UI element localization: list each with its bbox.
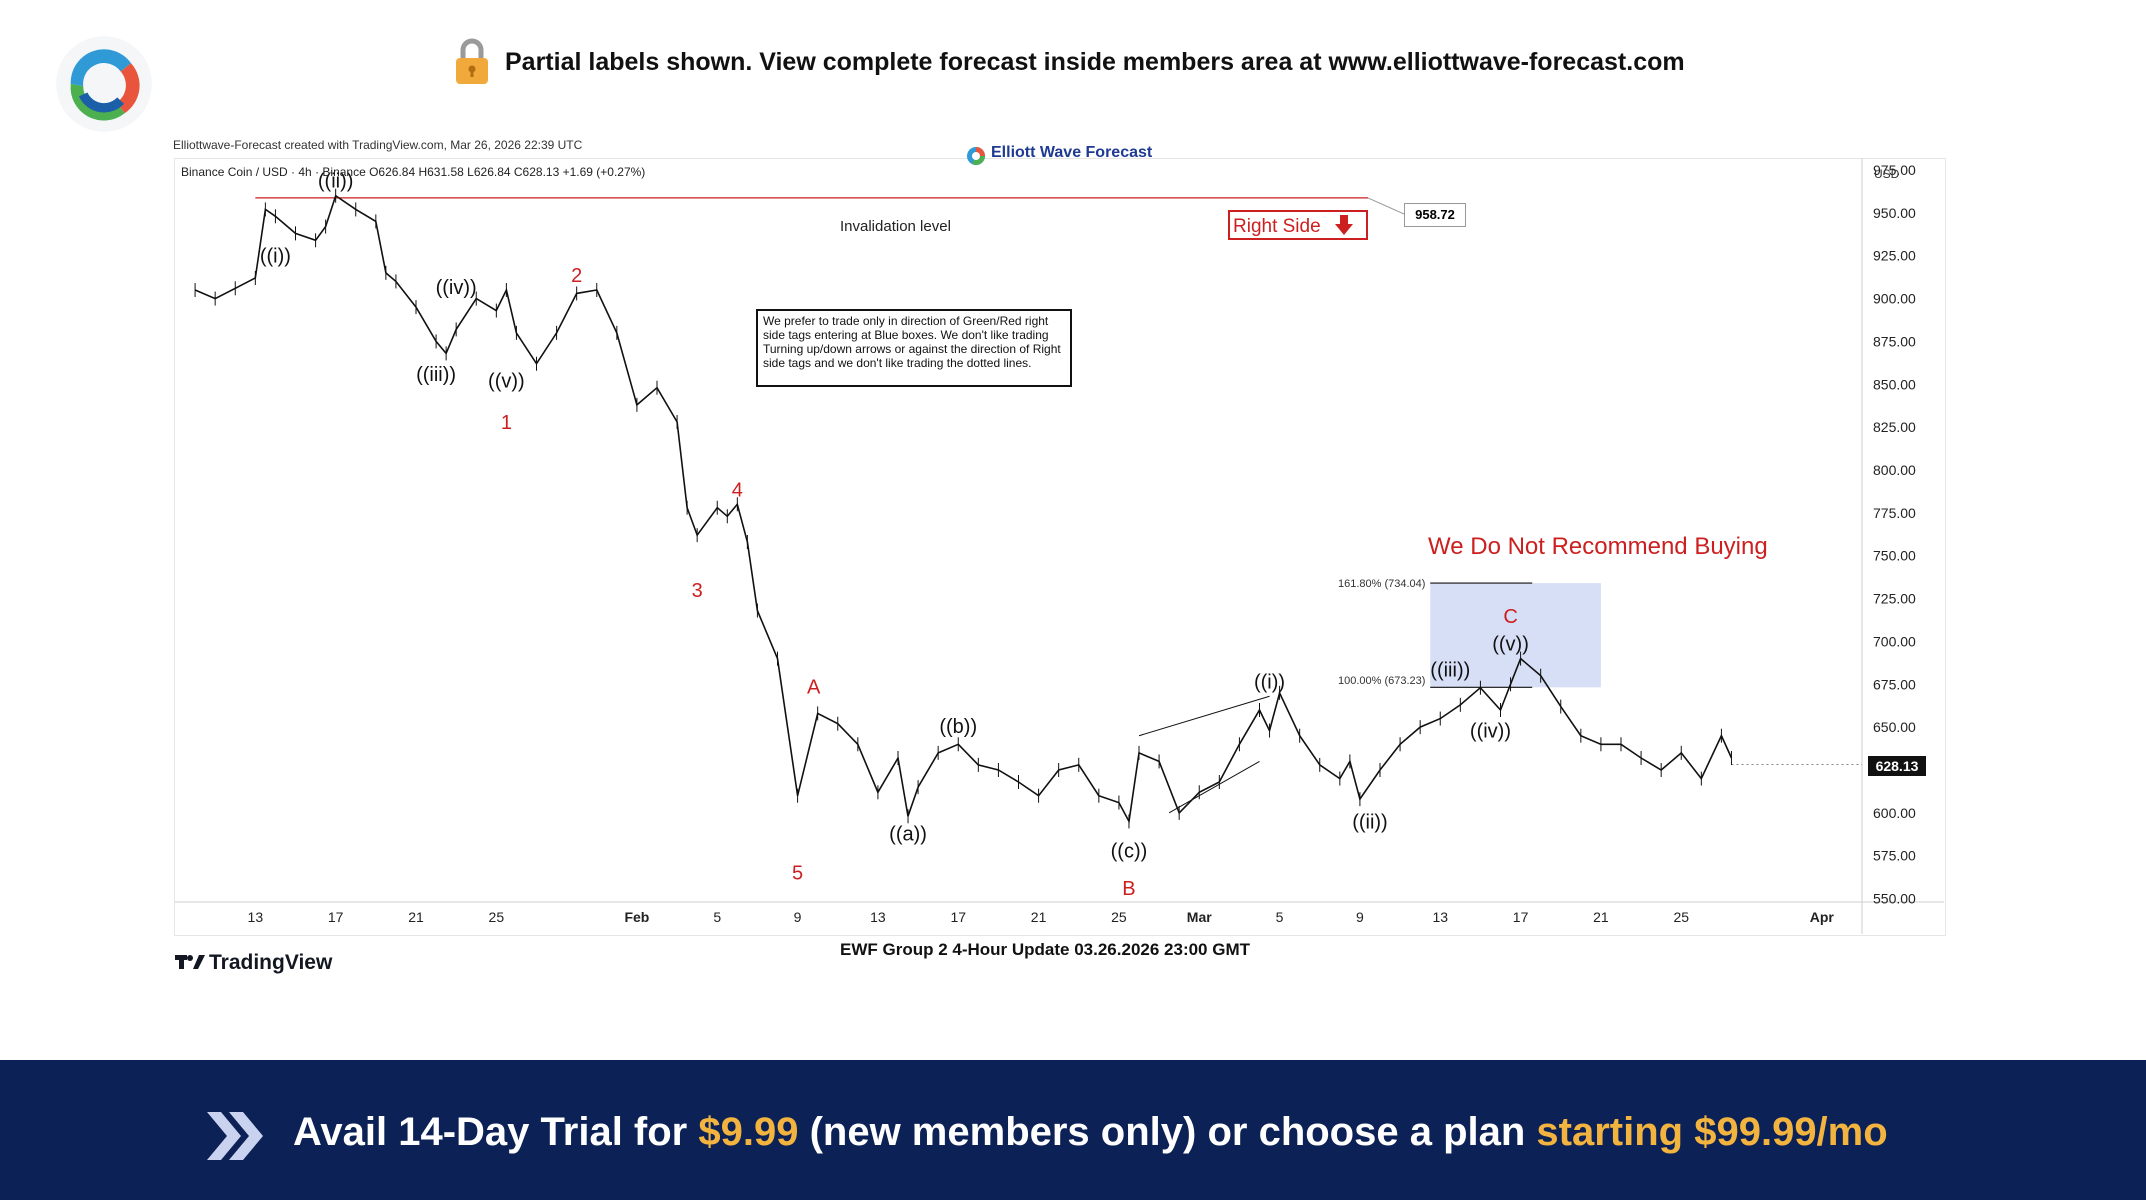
wave-label: B — [1122, 878, 1135, 900]
y-tick-label: 725.00 — [1873, 591, 1916, 607]
wave-label: ((ii)) — [1352, 811, 1388, 833]
y-tick-label: 875.00 — [1873, 333, 1916, 349]
double-chevron-right-icon — [207, 1112, 263, 1160]
wave-label: ((iv)) — [1470, 720, 1511, 742]
x-tick-label: 5 — [1276, 909, 1284, 925]
wave-label: ((c)) — [1111, 840, 1148, 862]
promo-prefix: Avail 14-Day Trial for — [293, 1110, 699, 1154]
current-price-tag: 628.13 — [1868, 756, 1926, 776]
symbol-line: Binance Coin / USD · 4h · Binance O626.8… — [181, 165, 646, 179]
right-side-text: Right Side — [1233, 216, 1321, 237]
no-buy-warning: We Do Not Recommend Buying — [1428, 533, 1768, 560]
y-tick-label: 975.00 — [1873, 162, 1916, 178]
x-tick-label: 13 — [1432, 909, 1448, 925]
wave-label: ((b)) — [939, 716, 977, 738]
wave-label: ((i)) — [260, 246, 291, 268]
invalidation-label: Invalidation level — [840, 218, 951, 235]
ewf-watermark-icon — [967, 147, 985, 165]
y-tick-label: 900.00 — [1873, 291, 1916, 307]
x-tick-label: 13 — [248, 909, 264, 925]
fib-161-label: 161.80% (734.04) — [1338, 578, 1426, 590]
wave-label: 1 — [501, 412, 512, 434]
y-tick-label: 675.00 — [1873, 676, 1916, 692]
wave-label: ((iii)) — [416, 364, 456, 386]
x-tick-label: 17 — [328, 909, 344, 925]
y-tick-label: 550.00 — [1873, 891, 1916, 907]
promo-middle: (new members only) or choose a plan — [798, 1110, 1537, 1154]
y-tick-label: 750.00 — [1873, 548, 1916, 564]
wave-label: ((v)) — [1492, 634, 1529, 656]
arrow-down-icon — [1334, 215, 1353, 235]
x-tick-label: 9 — [1356, 909, 1364, 925]
chart-axes: 975.00 950.00 925.00 900.00 875.00 850.00 825.… — [175, 158, 1944, 934]
wave-label: 3 — [692, 580, 703, 602]
fib-100-label: 100.00% (673.23) — [1338, 675, 1426, 687]
invalidation-price-tag: 958.72 — [1404, 203, 1466, 227]
y-tick-label: 575.00 — [1873, 848, 1916, 864]
wedge-lower-line — [1168, 760, 1260, 814]
promo-plan-price: starting $99.99/mo — [1536, 1110, 1888, 1154]
price-series — [194, 188, 1862, 829]
wave-label: 5 — [792, 863, 803, 885]
y-tick-label: 700.00 — [1873, 633, 1916, 649]
right-side-label: Right Side — [1233, 214, 1354, 238]
lock-icon — [456, 38, 488, 84]
x-tick-label: 25 — [1111, 909, 1127, 925]
y-tick-label: 775.00 — [1873, 505, 1916, 521]
invalidation-connector — [1367, 197, 1405, 215]
tradingview-logo: TradingView — [175, 951, 332, 975]
x-tick-label: 5 — [713, 909, 721, 925]
x-tick-label: Feb — [624, 909, 649, 925]
wave-label: C — [1503, 606, 1517, 628]
y-tick-label: 850.00 — [1873, 376, 1916, 392]
wave-label: ((a)) — [889, 823, 927, 845]
wave-label: ((ii)) — [318, 171, 354, 193]
trading-note: We prefer to trade only in direction of … — [756, 309, 1072, 387]
wave-label: ((i)) — [1254, 671, 1285, 693]
x-tick-label: 13 — [870, 909, 886, 925]
wedge-upper-line — [1138, 695, 1270, 737]
x-tick-label: 17 — [1513, 909, 1529, 925]
promo-text[interactable]: Avail 14-Day Trial for $9.99 (new member… — [293, 1110, 1888, 1155]
chart-footer-title: EWF Group 2 4-Hour Update 03.26.2026 23:… — [840, 940, 1251, 959]
x-tick-label: 25 — [1673, 909, 1689, 925]
x-tick-label: 21 — [1031, 909, 1047, 925]
promo-trial-price: $9.99 — [698, 1110, 799, 1154]
x-tick-label: Apr — [1810, 909, 1835, 925]
ewf-watermark: Elliott Wave Forecast — [991, 144, 1153, 161]
banner-text: Partial labels shown. View complete fore… — [505, 48, 1685, 76]
currency-label: USD — [1874, 167, 1900, 181]
y-tick-label: 825.00 — [1873, 419, 1916, 435]
y-tick-label: 600.00 — [1873, 805, 1916, 821]
right-side-tag — [1228, 210, 1368, 240]
wave-label: ((v)) — [488, 371, 525, 393]
wave-label: 4 — [732, 479, 743, 501]
wave-label: A — [807, 676, 821, 698]
tradingview-text: TradingView — [209, 951, 333, 974]
x-tick-label: 17 — [950, 909, 966, 925]
tradingview-icon — [175, 955, 205, 969]
y-tick-label: 950.00 — [1873, 205, 1916, 221]
wave-labels: ((ii)) ((i)) ((iv)) ((iii)) ((v)) 1 2 3 4 5 A ((a))… — [260, 171, 1529, 900]
x-tick-label: 25 — [489, 909, 505, 925]
chart-lines — [255, 197, 1533, 814]
chart-credit: Elliottwave-Forecast created with Tradin… — [173, 138, 583, 152]
y-tick-label: 925.00 — [1873, 248, 1916, 264]
elliott-wave-forecast-logo — [56, 36, 152, 132]
y-tick-label: 800.00 — [1873, 462, 1916, 478]
x-tick-label: Mar — [1187, 909, 1212, 925]
wave-label: 2 — [571, 265, 582, 287]
promo-bar[interactable] — [0, 1060, 2146, 1200]
wave-label: ((iii)) — [1430, 659, 1470, 681]
x-tick-label: 21 — [1593, 909, 1609, 925]
y-tick-label: 650.00 — [1873, 719, 1916, 735]
x-tick-label: 9 — [794, 909, 802, 925]
x-tick-label: 21 — [408, 909, 424, 925]
chart-frame — [174, 158, 1946, 936]
wave-label: ((iv)) — [436, 277, 477, 299]
